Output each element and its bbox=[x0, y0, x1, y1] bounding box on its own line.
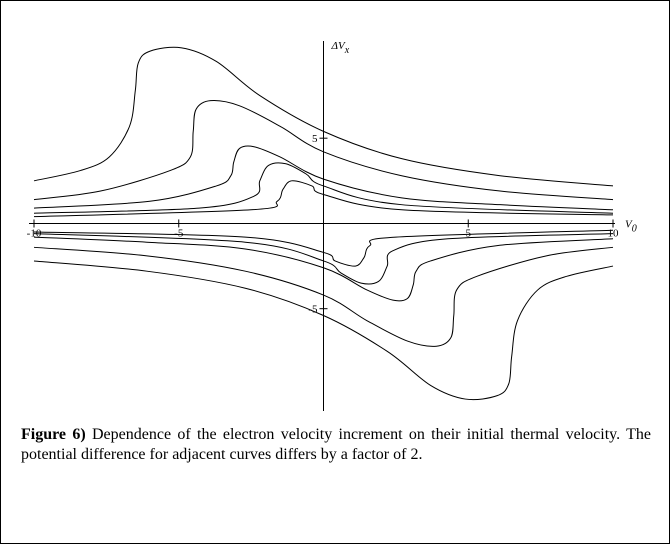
caption-label: Figure 6) bbox=[21, 426, 86, 443]
curve bbox=[33, 236, 614, 302]
x-tick-label: 5 bbox=[466, 227, 472, 239]
caption: Figure 6) Dependence of the electron vel… bbox=[21, 425, 651, 465]
curve bbox=[33, 260, 614, 401]
curve bbox=[33, 46, 614, 187]
x-tick-label: -5 bbox=[174, 227, 184, 239]
y-axis-label-main: ΔV bbox=[331, 40, 346, 52]
y-tick-label: 5 bbox=[312, 133, 318, 145]
curve bbox=[33, 162, 614, 214]
x-axis-label-sub: 0 bbox=[632, 223, 637, 234]
curve bbox=[33, 180, 614, 218]
x-tick-label: 10 bbox=[608, 227, 620, 239]
caption-text: Dependence of the electron velocity incr… bbox=[21, 426, 651, 463]
x-axis-label-main: V bbox=[625, 218, 633, 230]
y-tick-label: -5 bbox=[308, 304, 318, 316]
y-axis-label-sub: x bbox=[344, 45, 350, 56]
y-axis-label: ΔVx bbox=[331, 40, 350, 56]
curve bbox=[33, 100, 614, 201]
curve bbox=[33, 233, 614, 285]
curve bbox=[33, 229, 614, 267]
x-axis-label: V0 bbox=[625, 218, 637, 234]
curve bbox=[33, 145, 614, 211]
curve bbox=[33, 246, 614, 347]
